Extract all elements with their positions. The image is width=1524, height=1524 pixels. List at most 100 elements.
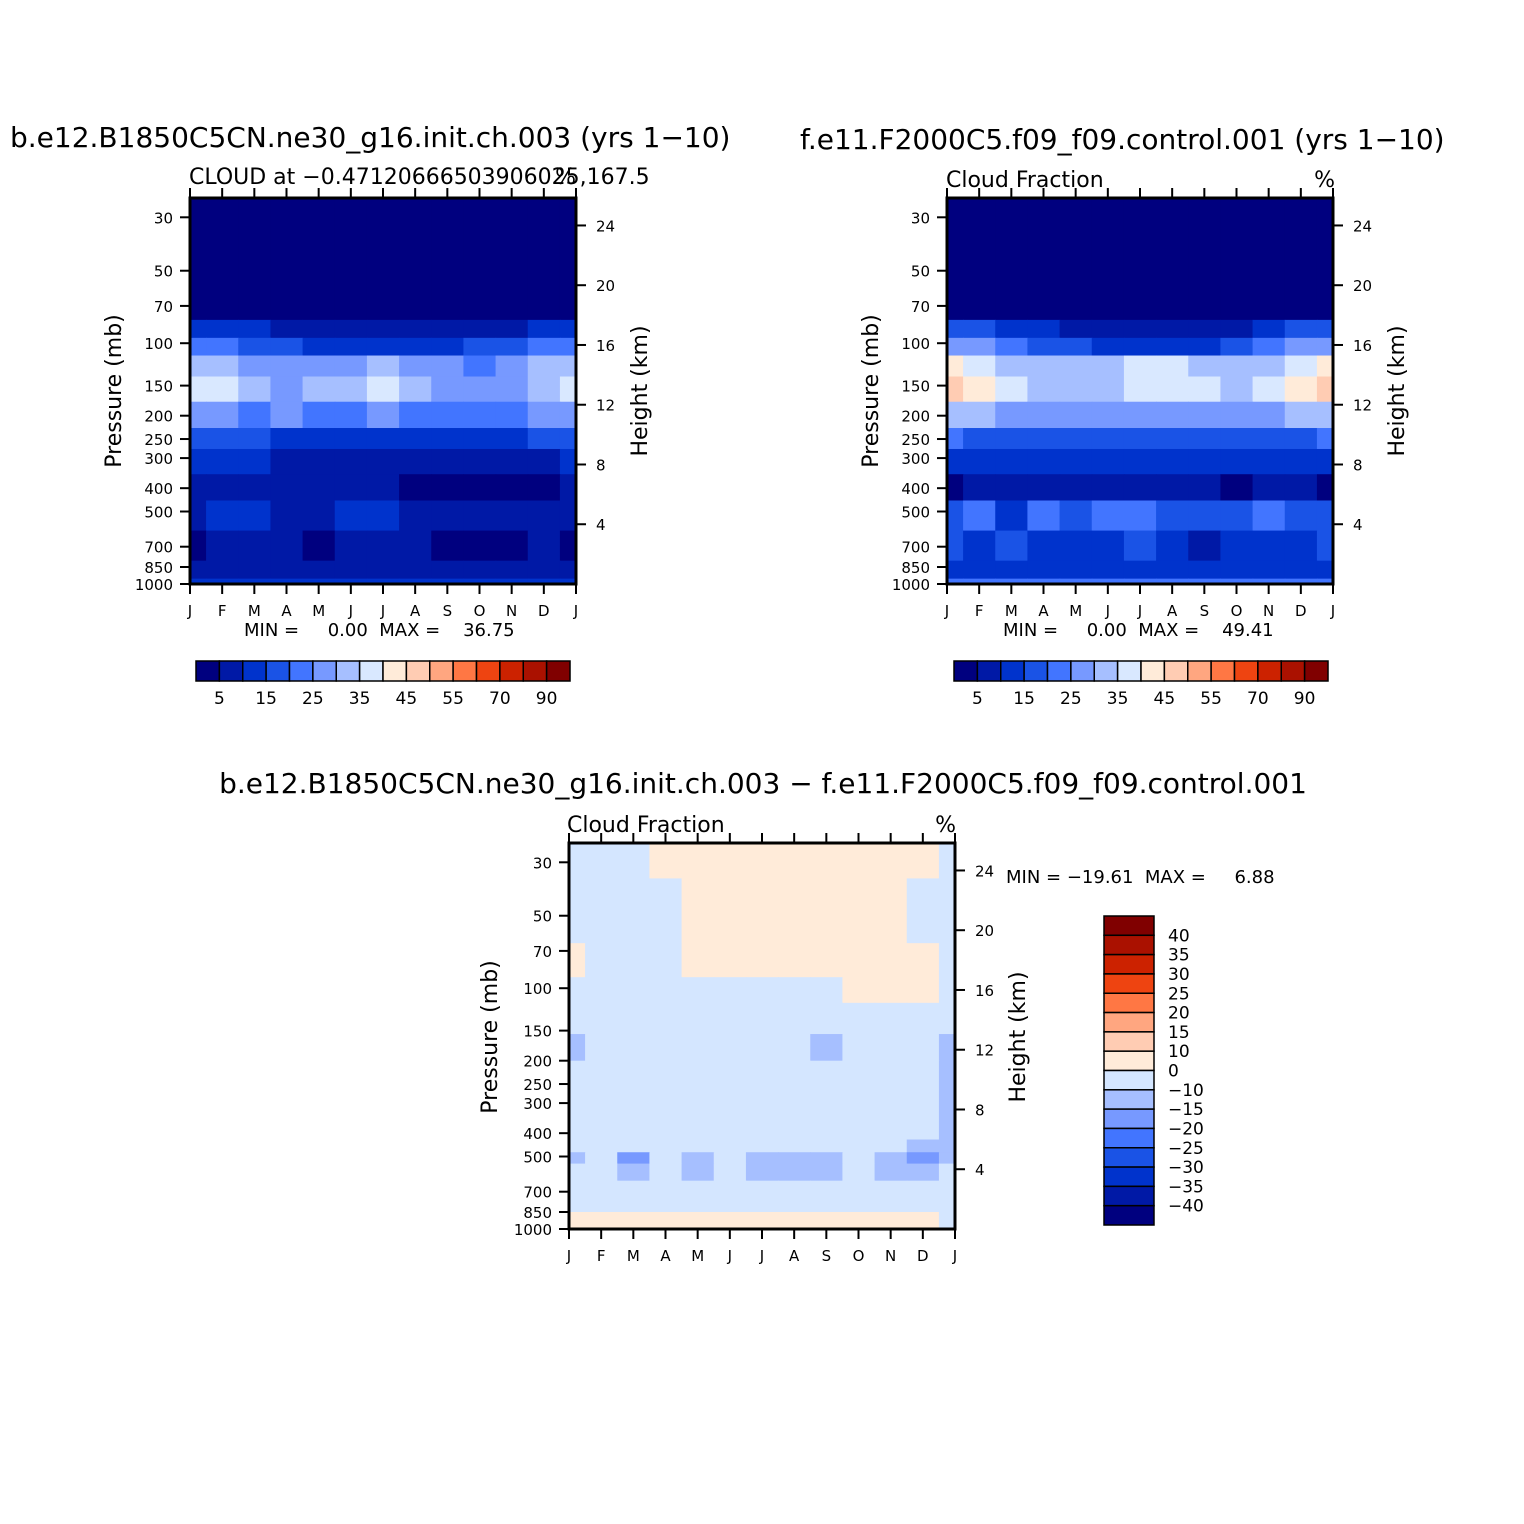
- heatmap-cell: [463, 560, 497, 580]
- heatmap-cell: [617, 1139, 651, 1153]
- heatmap-cell: [270, 428, 304, 450]
- heatmap-cell: [713, 878, 747, 944]
- heatmap-cell: [1316, 428, 1334, 450]
- heatmap-cell: [206, 428, 239, 450]
- y-tick-label: 500: [144, 504, 173, 522]
- heatmap-cell: [1316, 500, 1334, 532]
- colorbar-swatch: [1103, 953, 1155, 975]
- heatmap-cell: [1156, 401, 1189, 429]
- heatmap-cell: [947, 198, 964, 272]
- heatmap-cell: [495, 474, 529, 502]
- heatmap-cell: [906, 878, 940, 944]
- heatmap-cell: [238, 270, 272, 321]
- colorbar-swatch: [499, 660, 525, 682]
- colorbar-swatch: [195, 660, 221, 682]
- heatmap-cell: [842, 878, 876, 944]
- heatmap-cell: [238, 319, 272, 339]
- heatmap-cell: [206, 560, 239, 580]
- heatmap-cell: [681, 1152, 715, 1165]
- heatmap-cell: [190, 401, 207, 429]
- heatmap-cell: [190, 428, 207, 450]
- heatmap-cell: [649, 977, 683, 1004]
- heatmap-cell: [334, 578, 368, 585]
- heatmap-cell: [681, 1212, 715, 1230]
- x-tick-label: A: [789, 1247, 800, 1265]
- heatmap-cell: [559, 500, 577, 532]
- x-tick-label: A: [660, 1247, 671, 1265]
- heatmap-cell: [206, 401, 239, 429]
- heatmap-cell: [527, 319, 561, 339]
- heatmap-cell: [1123, 337, 1157, 357]
- heatmap-cell: [874, 1163, 908, 1182]
- y-tick-label: 150: [144, 378, 173, 396]
- heatmap-cell: [1156, 428, 1189, 450]
- heatmap-cell: [270, 355, 304, 378]
- heatmap-cell: [238, 530, 272, 562]
- heatmap-cell: [938, 977, 956, 1004]
- heatmap-cell: [1091, 355, 1125, 378]
- y2-tick-label: 12: [596, 397, 615, 415]
- heatmap-cell: [810, 878, 844, 944]
- colorbar-swatch: [1103, 1031, 1155, 1052]
- heatmap-cell: [585, 1060, 618, 1108]
- heatmap-cell: [1220, 270, 1254, 321]
- heatmap-cell: [334, 319, 368, 339]
- x-tick-label: M: [312, 602, 325, 620]
- heatmap-cell: [190, 500, 207, 532]
- heatmap-cell: [874, 1034, 908, 1062]
- panel2-y2label: Height (km): [1385, 325, 1410, 456]
- heatmap-cell: [745, 1002, 779, 1035]
- heatmap-cell: [527, 500, 561, 532]
- y2-tick-label: 4: [596, 516, 606, 534]
- heatmap-cell: [681, 1163, 715, 1182]
- heatmap-cell: [431, 355, 465, 378]
- heatmap-cell: [617, 843, 651, 880]
- heatmap-cell: [495, 530, 529, 562]
- heatmap-cell: [1252, 578, 1286, 585]
- x-tick-label: D: [917, 1247, 929, 1265]
- heatmap-cell: [1091, 560, 1125, 580]
- heatmap-cell: [810, 1212, 844, 1230]
- heatmap-cell: [713, 1139, 747, 1153]
- panel1-y2label: Height (km): [628, 325, 653, 456]
- x-tick-label: J: [566, 1247, 571, 1265]
- colorbar-label: 35: [349, 689, 371, 709]
- heatmap-cell: [366, 401, 400, 429]
- colorbar-label: 10: [1168, 1042, 1190, 1062]
- heatmap-cell: [431, 560, 465, 580]
- y-tick-label: 100: [901, 335, 930, 353]
- x-tick-label: J: [727, 1247, 732, 1265]
- heatmap-cell: [270, 530, 304, 562]
- heatmap-cell: [938, 1034, 956, 1062]
- heatmap-cell: [906, 843, 940, 880]
- heatmap-cell: [1316, 270, 1334, 321]
- heatmap-cell: [270, 198, 304, 272]
- heatmap-cell: [1188, 198, 1222, 272]
- heatmap-cell: [1252, 500, 1286, 532]
- heatmap-cell: [238, 401, 272, 429]
- y2-tick-label: 24: [1353, 217, 1372, 235]
- colorbar-swatch: [1280, 660, 1306, 682]
- heatmap-cell: [995, 530, 1029, 562]
- heatmap-cell: [559, 355, 577, 378]
- heatmap-cell: [1123, 500, 1157, 532]
- y-tick-label: 70: [154, 298, 173, 316]
- heatmap-cell: [431, 500, 465, 532]
- heatmap-cell: [1316, 578, 1334, 585]
- heatmap-cell: [366, 428, 400, 450]
- heatmap-cell: [366, 500, 400, 532]
- heatmap-cell: [238, 428, 272, 450]
- heatmap-cell: [778, 843, 811, 880]
- heatmap-cell: [238, 448, 272, 475]
- heatmap-cell: [238, 560, 272, 580]
- heatmap-cell: [270, 401, 304, 429]
- heatmap-cell: [938, 1060, 956, 1108]
- y-tick-label: 1000: [135, 576, 173, 594]
- heatmap-cell: [206, 337, 239, 357]
- panel3-y2label: Height (km): [1006, 971, 1031, 1102]
- heatmap-cell: [947, 474, 964, 502]
- y2-tick-label: 8: [975, 1101, 985, 1119]
- heatmap-cell: [778, 977, 811, 1004]
- heatmap-cell: [874, 1060, 908, 1108]
